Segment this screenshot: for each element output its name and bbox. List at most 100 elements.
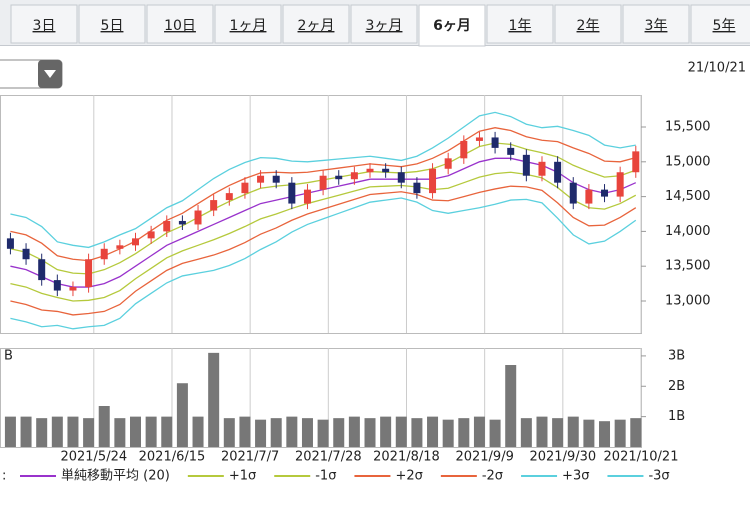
candle-body: [69, 287, 77, 291]
candle-body: [507, 147, 515, 155]
candle-body: [413, 182, 421, 194]
candle-body: [319, 175, 327, 190]
tab[interactable]: [350, 4, 418, 44]
x-tick-label: 2021/8/18: [373, 450, 440, 465]
candle-body: [22, 248, 30, 260]
candle-body: [554, 161, 562, 183]
candle-body: [53, 280, 61, 291]
candle-body: [616, 172, 624, 197]
candle-body: [257, 175, 265, 183]
tab-label[interactable]: 5年: [713, 18, 736, 34]
volume-bar: [239, 416, 251, 447]
volume-bar: [20, 416, 32, 447]
volume-bar: [520, 418, 532, 447]
candle-body: [522, 154, 530, 176]
legend-label: -2σ: [482, 469, 503, 484]
candle-body: [429, 168, 437, 194]
y-tick-label: 14,000: [665, 224, 711, 239]
volume-bar: [411, 418, 423, 447]
volume-bar: [67, 416, 79, 447]
tab[interactable]: [690, 4, 750, 44]
volume-bar: [129, 416, 141, 447]
candle-body: [116, 245, 124, 249]
y-tick-label: 2B: [668, 379, 685, 394]
volume-bar: [36, 418, 48, 447]
candle-body: [397, 172, 405, 183]
volume-bar: [176, 383, 188, 447]
tab-label[interactable]: 2ヶ月: [298, 18, 335, 34]
tab[interactable]: [282, 4, 350, 44]
tab-label[interactable]: 2年: [577, 18, 600, 34]
volume-bar: [114, 418, 126, 447]
volume-bar: [442, 419, 454, 447]
y-tick-label: 13,500: [665, 259, 711, 274]
candle-body: [366, 168, 374, 173]
tabs: 3日 5日 10日 1ヶ月 2ヶ月 3ヶ月 6ヶ月 1年 2年 3年 5年: [10, 4, 750, 47]
legend-lead: :: [2, 469, 6, 484]
x-tick-label: 2021/7/28: [295, 450, 362, 465]
volume-bar: [161, 416, 173, 447]
tab[interactable]: [146, 4, 214, 44]
tab-label[interactable]: 6ヶ月: [433, 18, 471, 34]
volume-bar: [614, 419, 626, 447]
x-tick-label: 2021/9/30: [529, 450, 596, 465]
legend-label: -3σ: [648, 469, 669, 484]
volume-bar: [270, 418, 282, 447]
volume-bar: [83, 418, 95, 447]
volume-bar: [98, 406, 110, 447]
dropdown[interactable]: [0, 59, 63, 89]
volume-bar: [473, 416, 485, 447]
volume-bar: [630, 418, 642, 447]
tab-label[interactable]: 10日: [164, 18, 196, 34]
candle-body: [210, 200, 218, 211]
legend-label: 単純移動平均 (20): [61, 468, 170, 484]
volume-bar: [348, 416, 360, 447]
candle-body: [194, 210, 202, 225]
tab[interactable]: [554, 4, 622, 44]
volume-bar: [301, 418, 313, 447]
volume-bar: [4, 416, 16, 447]
x-tick-label: 2021/9/9: [455, 450, 513, 465]
tab-label[interactable]: 3年: [645, 18, 668, 34]
volume-bar: [599, 421, 611, 447]
tab[interactable]: [622, 4, 690, 44]
tab-label[interactable]: 3日: [33, 18, 56, 34]
tab[interactable]: [78, 4, 146, 44]
tab-label[interactable]: 1ヶ月: [230, 18, 267, 34]
candle-body: [475, 137, 483, 141]
legend-label: +2σ: [395, 469, 422, 484]
candle-body: [131, 238, 139, 246]
candle-body: [178, 220, 186, 225]
candle-body: [601, 189, 609, 197]
volume-axis-label: B: [4, 349, 13, 364]
tab-label[interactable]: 1年: [509, 18, 532, 34]
tab-label[interactable]: 3ヶ月: [366, 18, 403, 34]
volume-bar: [192, 416, 204, 447]
tab[interactable]: [418, 4, 486, 47]
volume-bar: [333, 418, 345, 447]
candle-body: [460, 140, 468, 159]
candle-body: [6, 238, 14, 249]
candle-body: [350, 172, 358, 180]
tab-label[interactable]: 5日: [101, 18, 124, 34]
volume-bar: [427, 416, 439, 447]
volume-bar: [489, 419, 501, 447]
tab[interactable]: [10, 4, 78, 44]
x-tick-label: 2021/6/15: [139, 450, 206, 465]
y-tick-label: 14,500: [665, 189, 711, 204]
volume-bar: [505, 365, 517, 447]
candle-body: [100, 248, 108, 260]
y-tick-label: 15,500: [665, 120, 711, 135]
volume-bar: [567, 416, 579, 447]
band-line: [10, 171, 637, 302]
volume-bar: [208, 352, 220, 447]
volume-bar: [145, 416, 157, 447]
band-line: [10, 111, 636, 249]
tab[interactable]: [214, 4, 282, 44]
candle-body: [569, 182, 577, 204]
date: 21/10/21: [688, 61, 746, 76]
tab[interactable]: [486, 4, 554, 44]
y-tick-label: 3B: [668, 348, 685, 363]
legend-label: +3σ: [562, 469, 589, 484]
plot: 2021/5/24 2021/6/15 2021/7/7 2021/7/28 2021/…: [4, 95, 711, 484]
